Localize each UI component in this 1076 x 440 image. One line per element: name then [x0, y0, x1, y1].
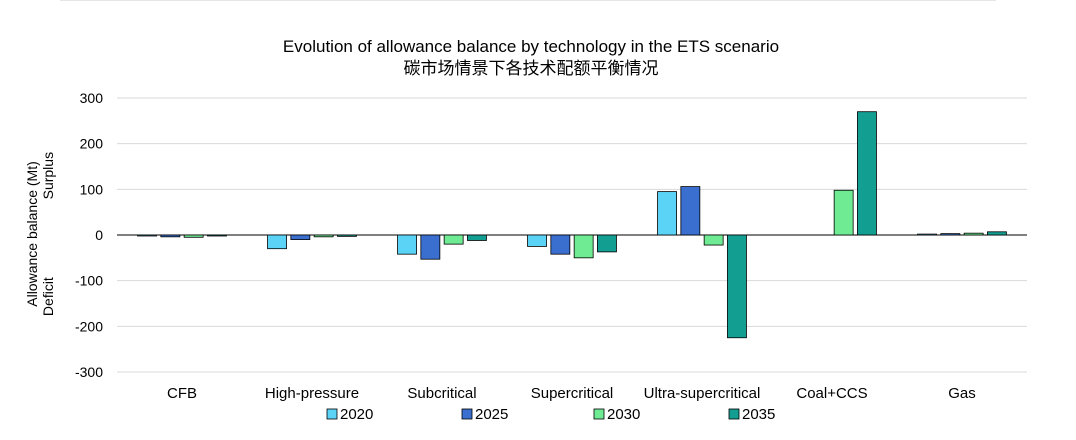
y-tick-label: 100	[80, 181, 104, 197]
bar-2030-Gas	[963, 232, 984, 236]
bar-2035-Subcritical	[467, 234, 487, 241]
bar-2035-Supercritical	[597, 234, 617, 253]
bar-2025-Subcritical	[420, 234, 441, 260]
y-tick-label: 300	[80, 90, 104, 106]
bar-2030-High-pressure	[313, 234, 334, 238]
x-tick-label: Supercritical	[531, 385, 614, 402]
bar-2035-CFB	[207, 234, 227, 237]
chart-title: Evolution of allowance balance by techno…	[283, 37, 779, 56]
bar-2025-Gas	[940, 233, 961, 236]
bar-2035-Coal+CCS	[857, 111, 877, 236]
y-tick-label: 0	[95, 227, 103, 243]
x-tick-label: High-pressure	[265, 385, 359, 402]
bar-2020-Ultra-supercritical	[657, 191, 677, 236]
top-divider	[60, 0, 996, 1]
bar-2020-High-pressure	[267, 234, 287, 250]
x-tick-label: CFB	[167, 385, 197, 402]
chart-subtitle: 碳市场情景下各技术配额平衡情况	[404, 59, 659, 78]
x-tick-label: Subcritical	[407, 385, 476, 402]
bar-2025-Supercritical	[550, 234, 571, 255]
y-tick-label: -200	[75, 318, 103, 334]
bar-2020-CFB	[137, 234, 157, 237]
y-axis-sublabel: Deficit Surplus	[40, 152, 56, 316]
bar-2030-Ultra-supercritical	[703, 234, 724, 246]
gridlines	[117, 97, 1027, 373]
legend-label-2035: 2035	[742, 406, 775, 423]
y-tick-label: 200	[80, 136, 104, 152]
bar-2020-Supercritical	[527, 234, 547, 247]
x-tick-label: Coal+CCS	[796, 385, 867, 402]
bar-2020-Subcritical	[397, 234, 417, 255]
legend-label-2030: 2030	[607, 406, 640, 423]
bar-2035-High-pressure	[337, 234, 357, 237]
bar-2025-CFB	[160, 234, 181, 238]
bar-2035-Ultra-supercritical	[727, 234, 747, 339]
x-tick-label: Gas	[948, 385, 976, 402]
legend-swatch-2030	[593, 408, 605, 420]
y-axis-label: Allowance balance (Mt)	[24, 161, 40, 307]
y-tick-label: -100	[75, 273, 103, 289]
y-tick-labels: 300 200 100 0 -100 -200 -300	[75, 90, 103, 380]
legend-swatch-2035	[728, 408, 740, 420]
x-tick-label: Ultra-supercritical	[644, 385, 761, 402]
x-tick-labels: CFB High-pressure Subcritical Supercritical…	[167, 385, 976, 402]
bar-2030-CFB	[183, 234, 204, 238]
bar-2030-Coal+CCS	[833, 189, 854, 236]
legend-label-2025: 2025	[475, 406, 508, 423]
legend-swatch-2020	[326, 408, 338, 420]
bars	[137, 111, 1007, 339]
bar-2025-High-pressure	[290, 234, 311, 240]
legend-label-2020: 2020	[340, 406, 373, 423]
legend: 2020 2025 2030 2035	[326, 406, 775, 423]
bar-2030-Supercritical	[573, 234, 594, 259]
bar-2020-Gas	[917, 233, 937, 236]
bar-2025-Ultra-supercritical	[680, 186, 701, 236]
legend-swatch-2025	[461, 408, 473, 420]
bar-2030-Subcritical	[443, 234, 464, 245]
y-tick-label: -300	[75, 364, 103, 380]
bar-2035-Gas	[987, 231, 1007, 236]
